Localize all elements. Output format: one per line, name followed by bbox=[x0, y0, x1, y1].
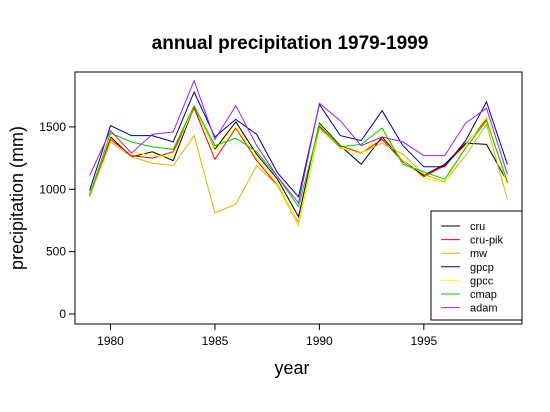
legend-label: cru-pik bbox=[470, 235, 504, 247]
series-line-cmap bbox=[89, 104, 508, 208]
chart-title: annual precipitation 1979-1999 bbox=[152, 33, 429, 54]
y-tick-label: 1000 bbox=[39, 182, 66, 196]
x-axis: 1980 1985 1990 1995 bbox=[97, 323, 437, 348]
series-line-cru bbox=[89, 105, 508, 219]
legend-label: gpcc bbox=[470, 275, 494, 287]
y-axis: 0 500 1000 1500 bbox=[39, 120, 76, 321]
series-lines bbox=[89, 79, 508, 227]
x-tick-label: 1980 bbox=[97, 334, 124, 348]
y-tick-label: 1500 bbox=[39, 120, 66, 134]
x-tick-label: 1985 bbox=[202, 334, 229, 348]
x-tick-label: 1990 bbox=[306, 334, 333, 348]
series-line-mw bbox=[89, 123, 508, 227]
y-tick-label: 500 bbox=[46, 245, 66, 259]
legend-label: cru bbox=[470, 221, 485, 233]
y-tick-label: 0 bbox=[59, 307, 66, 321]
series-line-adam bbox=[89, 79, 508, 205]
x-tick-label: 1995 bbox=[410, 334, 437, 348]
legend-label: gpcp bbox=[470, 262, 494, 274]
legend-label: mw bbox=[470, 248, 487, 260]
series-line-gpcc bbox=[89, 104, 508, 226]
legend-box bbox=[430, 210, 523, 321]
y-axis-label: precipitation (mm) bbox=[7, 126, 27, 270]
legend-label: adam bbox=[470, 303, 498, 315]
x-axis-label: year bbox=[274, 358, 309, 378]
series-line-gpcp bbox=[89, 90, 508, 198]
legend-label: cmap bbox=[470, 289, 497, 301]
